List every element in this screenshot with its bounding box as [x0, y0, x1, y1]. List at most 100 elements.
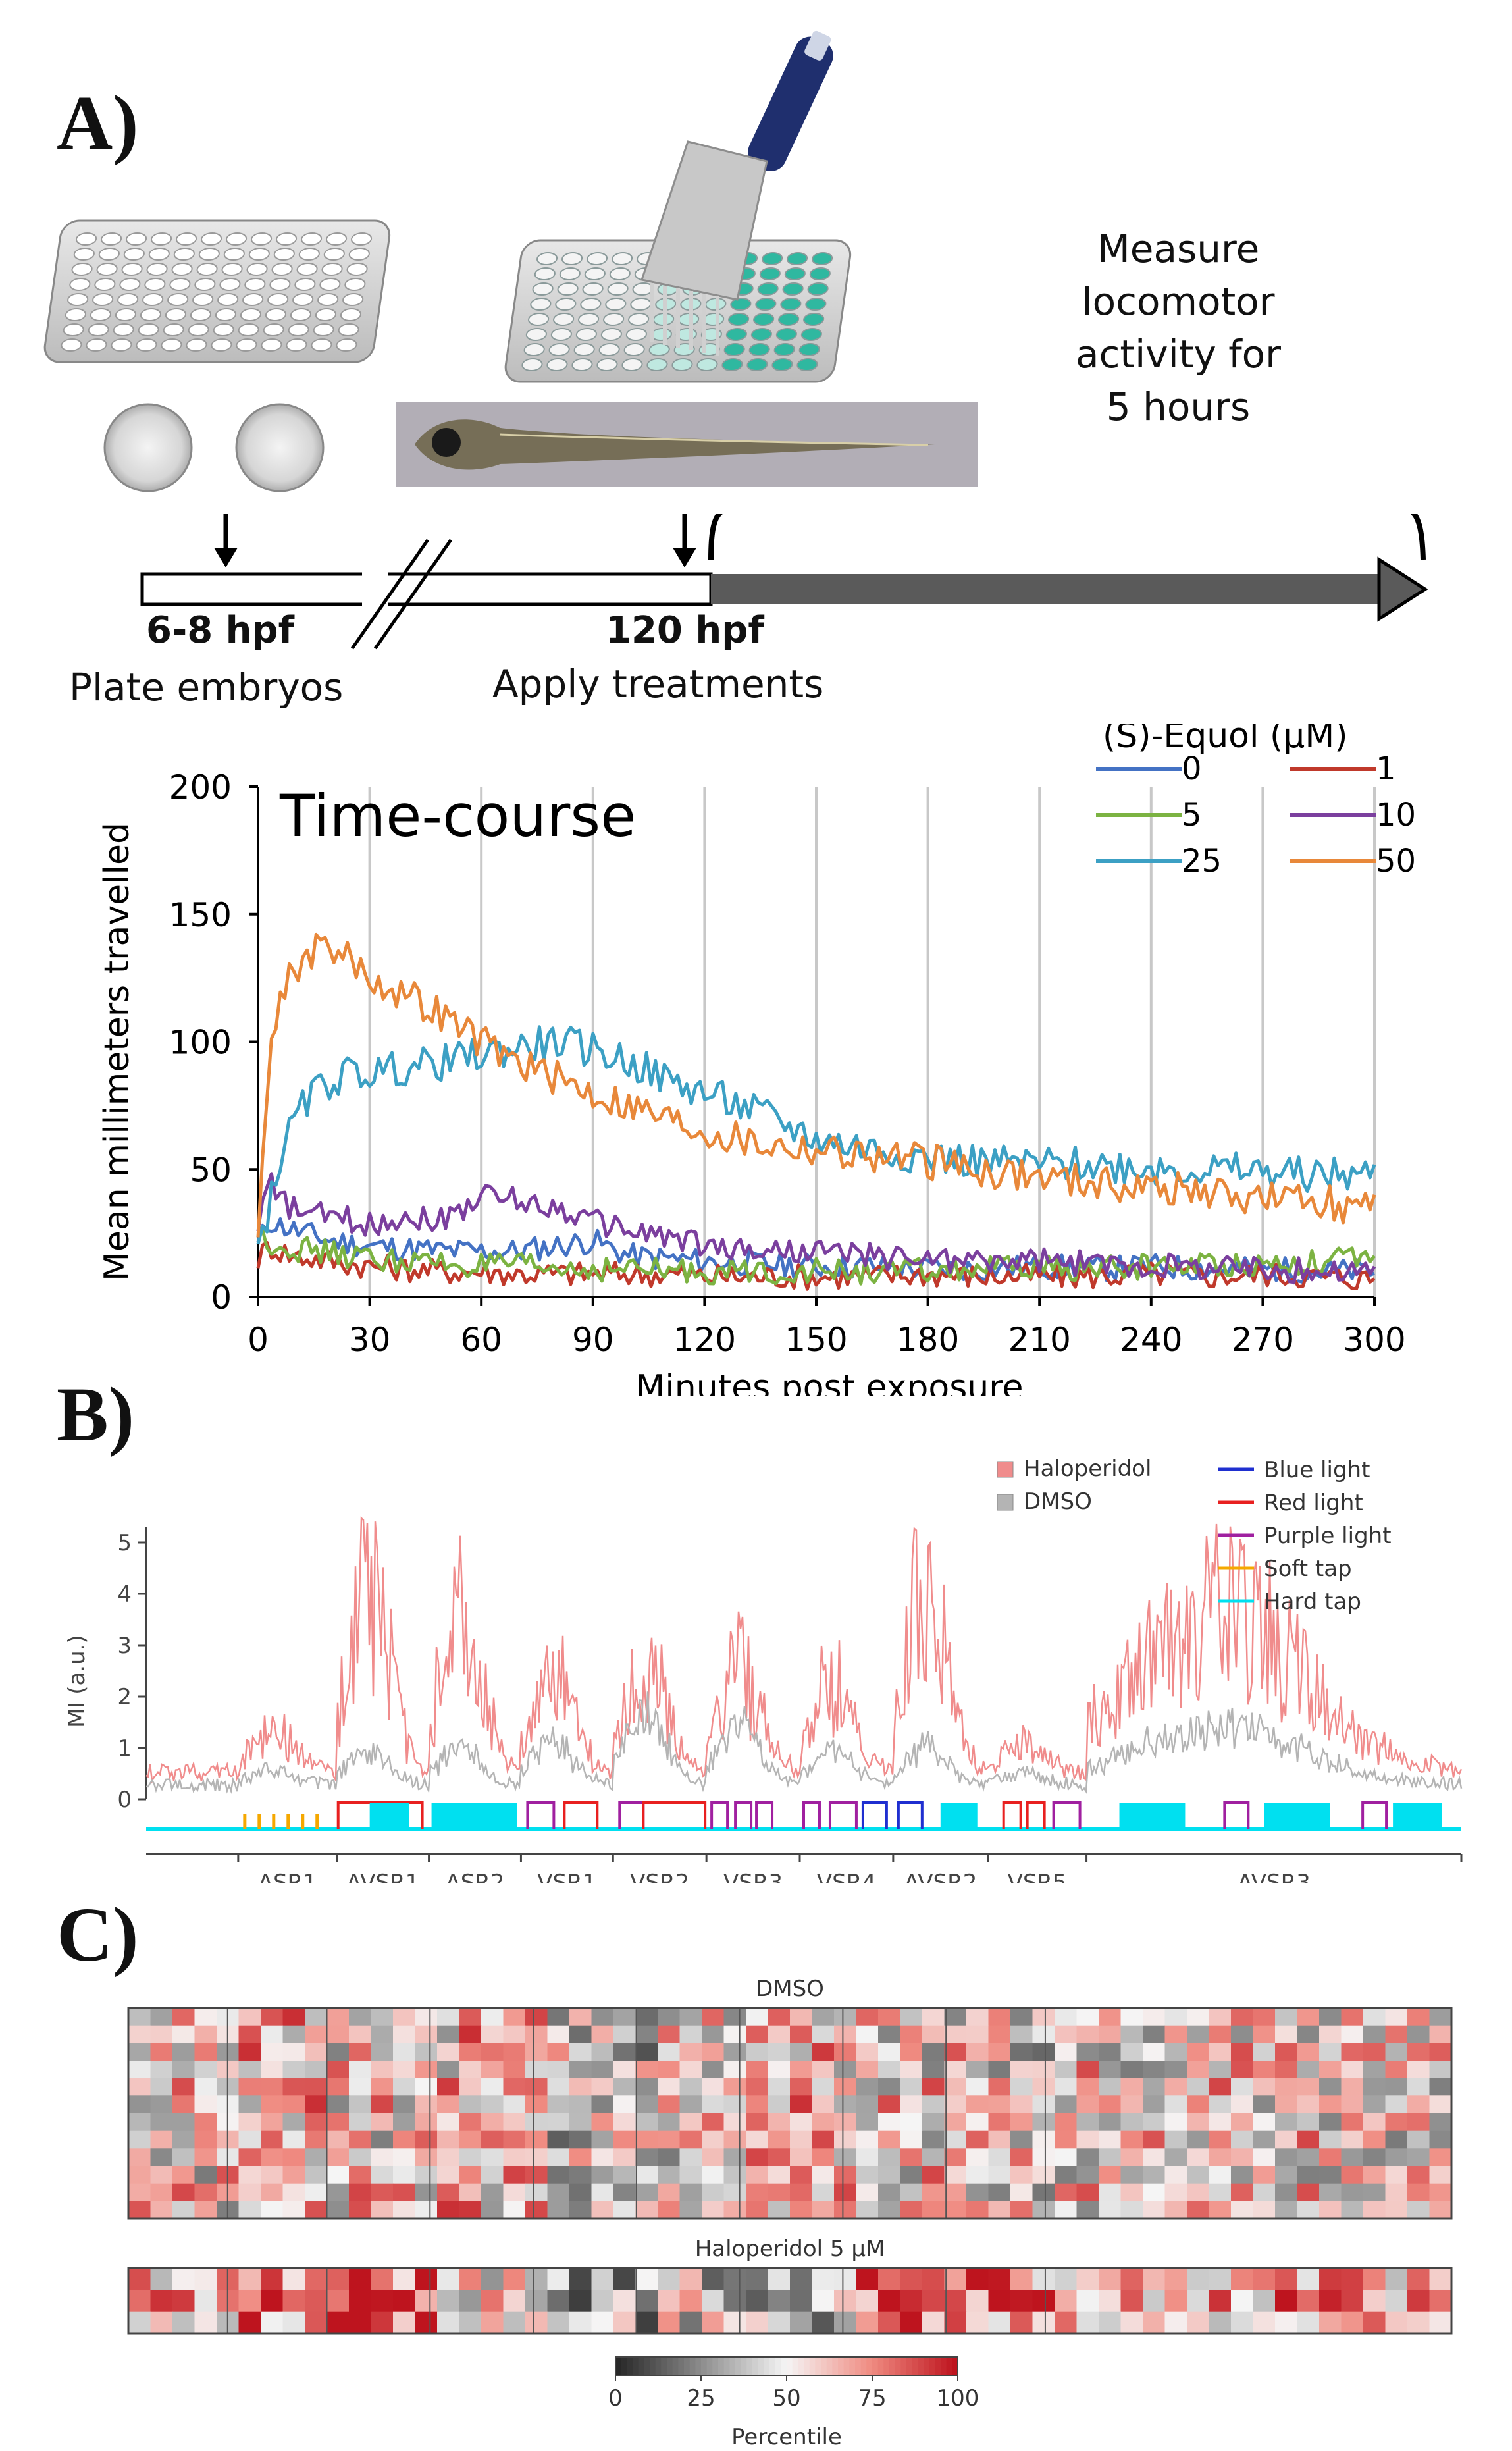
heatmap-cell: [503, 2113, 526, 2132]
y-tick-label: 100: [169, 1024, 232, 1062]
heatmap-cell: [128, 2311, 151, 2334]
heatmap-cell: [702, 2201, 725, 2219]
heatmap-cell: [1032, 2008, 1055, 2026]
heatmap-cell: [812, 2130, 835, 2149]
colorbar-cell: [689, 2357, 696, 2375]
heatmap-cell: [679, 2130, 702, 2149]
heatmap-cell: [1275, 2008, 1298, 2026]
heatmap-cell: [437, 2268, 460, 2290]
heatmap-cell: [326, 2078, 350, 2096]
heatmap-cell: [525, 2113, 548, 2132]
heatmap-cell: [1099, 2095, 1122, 2114]
heatmap-cell: [768, 2311, 791, 2334]
heatmap-cell: [525, 2148, 548, 2167]
heatmap-cell: [900, 2183, 923, 2201]
x-tick-label: 60: [460, 1321, 502, 1359]
heatmap-cell: [1143, 2113, 1166, 2132]
heatmap-cell: [966, 2183, 989, 2201]
embryo-icon: [103, 403, 193, 492]
colorbar-cell: [764, 2357, 770, 2375]
heatmap-cell: [1164, 2148, 1187, 2167]
multichannel-pipette-icon: [640, 30, 833, 356]
heatmap-cell: [1143, 2043, 1166, 2061]
heatmap-cell: [172, 2008, 196, 2026]
heatmap-cell: [658, 2183, 681, 2201]
heatmap-cell: [1385, 2311, 1408, 2334]
heatmap-cell: [613, 2008, 637, 2026]
heatmap-cell: [878, 2201, 901, 2219]
heatmap-cell: [988, 2095, 1011, 2114]
heatmap-cell: [1209, 2095, 1232, 2114]
percentile-heatmap: DMSO Haloperidol 5 µM 0 25 50 75 100 Percentile: [127, 1976, 1453, 2449]
heatmap-cell: [261, 2095, 284, 2114]
heatmap-cell: [1187, 2311, 1210, 2334]
heatmap-cell: [326, 2166, 350, 2184]
heatmap-cell: [172, 2025, 196, 2043]
heatmap-cell: [1187, 2008, 1210, 2026]
heatmap-cell: [150, 2113, 173, 2132]
heatmap-cell: [1407, 2201, 1430, 2219]
heatmap-cell: [702, 2061, 725, 2079]
heatmap-cell: [194, 2095, 217, 2114]
heatmap-cell: [1143, 2268, 1166, 2290]
colorbar-cell: [838, 2357, 845, 2375]
heatmap-cell: [679, 2113, 702, 2132]
colorbar-cell: [900, 2357, 907, 2375]
heatmap-cell: [1209, 2113, 1232, 2132]
heatmap-cell: [856, 2061, 879, 2079]
heatmap-cell: [393, 2290, 416, 2313]
heatmap-cell: [238, 2061, 261, 2079]
heatmap-cell: [1032, 2095, 1055, 2114]
heatmap-cell: [900, 2008, 923, 2026]
heatmap-cell: [194, 2078, 217, 2096]
heatmap-cell: [415, 2268, 438, 2290]
heatmap-cell: [658, 2095, 681, 2114]
heatmap-cell: [1032, 2130, 1055, 2149]
heatmap-cell: [261, 2130, 284, 2149]
heatmap-cell: [415, 2113, 438, 2132]
heatmap-cell: [326, 2113, 350, 2132]
heatmap-cell: [349, 2113, 372, 2132]
heatmap-cell: [459, 2166, 482, 2184]
heatmap-cell: [172, 2043, 196, 2061]
y-tick-label: 150: [169, 896, 232, 934]
heatmap-cell: [525, 2290, 548, 2313]
heatmap-cell: [261, 2148, 284, 2167]
heatmap-cell: [1164, 2290, 1187, 2313]
segment-label: VSR3: [723, 1870, 783, 1883]
heatmap-cell: [569, 2148, 592, 2167]
heatmap-cell: [878, 2025, 901, 2043]
legend-label: Blue light: [1264, 1457, 1370, 1483]
heatmap-cell: [1120, 2183, 1143, 2201]
heatmap-cell: [1010, 2025, 1033, 2043]
heatmap-cell: [790, 2025, 813, 2043]
heatmap-cell: [746, 2008, 769, 2026]
heatmap-cell: [1032, 2166, 1055, 2184]
heatmap-cell: [547, 2061, 570, 2079]
heatmap-cell: [128, 2025, 151, 2043]
measure-duration-label: Measure locomotor activity for 5 hours: [1027, 223, 1330, 433]
heatmap-cell: [812, 2183, 835, 2201]
heatmap-cell: [591, 2148, 614, 2167]
segment-label: VSR2: [630, 1870, 689, 1883]
heatmap-cell: [1429, 2043, 1452, 2061]
heatmap-cell: [944, 2183, 967, 2201]
heatmap-cell: [988, 2311, 1011, 2334]
colorbar-cell: [929, 2357, 935, 2375]
heatmap-cell: [128, 2290, 151, 2313]
heatmap-cell: [1143, 2290, 1166, 2313]
heatmap-cell: [238, 2008, 261, 2026]
heatmap-cell: [172, 2095, 196, 2114]
heatmap-cell: [1010, 2113, 1033, 2132]
heatmap-cell: [834, 2201, 857, 2219]
heatmap-cell: [1297, 2078, 1320, 2096]
legend-label: Haloperidol: [1024, 1456, 1151, 1482]
heatmap-cell: [1164, 2025, 1187, 2043]
heatmap-cell: [459, 2078, 482, 2096]
heatmap-cell: [635, 2043, 658, 2061]
heatmap-cell: [1429, 2201, 1452, 2219]
heatmap-cell: [305, 2166, 328, 2184]
heatmap-cell: [393, 2113, 416, 2132]
heatmap-cell: [1120, 2061, 1143, 2079]
heatmap-cell: [702, 2183, 725, 2201]
